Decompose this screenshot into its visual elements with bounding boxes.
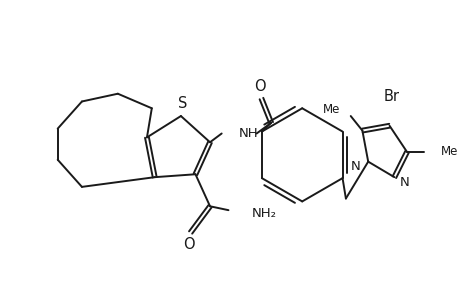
- Text: Me: Me: [322, 103, 339, 116]
- Text: S: S: [178, 96, 187, 111]
- Text: NH: NH: [239, 127, 258, 140]
- Text: O: O: [183, 237, 194, 252]
- Text: Br: Br: [383, 89, 398, 104]
- Text: O: O: [253, 80, 265, 94]
- Text: NH₂: NH₂: [251, 207, 276, 220]
- Text: N: N: [398, 176, 408, 188]
- Text: Me: Me: [440, 146, 457, 158]
- Text: N: N: [350, 160, 360, 173]
